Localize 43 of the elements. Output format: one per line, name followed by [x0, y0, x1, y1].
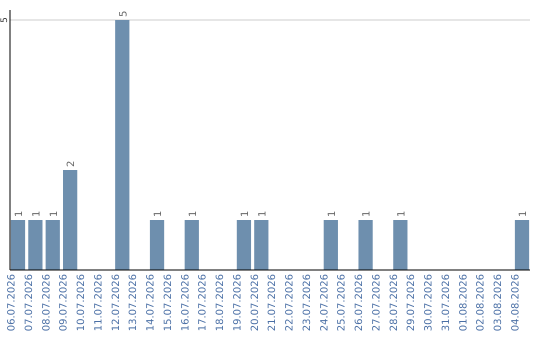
x-tick-label: 26.07.2026	[354, 274, 366, 332]
x-tick-label: 03.08.2026	[493, 274, 504, 332]
x-tick-label: 10.07.2026	[76, 274, 88, 332]
x-tick-label: 12.07.2026	[110, 274, 122, 332]
x-tick-label: 01.08.2026	[458, 274, 470, 332]
data-label: 1	[14, 210, 25, 217]
x-tick-label: 15.07.2026	[162, 274, 174, 332]
x-tick-label: 16.07.2026	[180, 274, 192, 332]
x-tick-label: 02.08.2026	[476, 274, 487, 332]
x-tick-label: 31.07.2026	[440, 274, 452, 332]
data-label: 1	[518, 210, 530, 217]
x-tick-label: 11.07.2026	[93, 274, 104, 332]
x-tick-label: 23.07.2026	[302, 274, 313, 332]
x-tick-label: 07.07.2026	[24, 274, 35, 332]
x-tick-label: 28.07.2026	[388, 274, 400, 332]
data-label: 1	[396, 210, 408, 217]
x-tick-label: 18.07.2026	[215, 274, 226, 332]
x-tick-label: 09.07.2026	[58, 274, 70, 332]
x-tick-label: 29.07.2026	[406, 274, 418, 332]
x-tick-label: 19.07.2026	[232, 274, 244, 332]
data-label: 1	[257, 210, 268, 217]
x-tick-label: 24.07.2026	[319, 274, 330, 332]
x-tick-label: 17.07.2026	[198, 274, 209, 332]
data-label: 1	[153, 210, 164, 217]
data-label: 5	[118, 10, 130, 17]
x-tick-label: 04.08.2026	[510, 274, 522, 332]
x-tick-label: 14.07.2026	[146, 274, 157, 332]
x-tick-label: 21.07.2026	[267, 274, 278, 332]
x-tick-label: 08.07.2026	[41, 274, 52, 332]
x-tick-label: 06.07.2026	[6, 274, 18, 332]
x-tick-label: 13.07.2026	[128, 274, 140, 332]
x-tick-label: 30.07.2026	[424, 274, 435, 332]
data-label: 1	[31, 210, 42, 217]
data-label: 1	[188, 210, 199, 217]
x-tick-label: 20.07.2026	[250, 274, 261, 332]
x-tick-label: 22.07.2026	[284, 274, 296, 332]
data-label: 1	[326, 210, 338, 217]
data-label: 2	[66, 160, 78, 167]
x-tick-label: 27.07.2026	[371, 274, 382, 332]
data-label: 1	[362, 210, 373, 217]
x-tick-label: 25.07.2026	[336, 274, 348, 332]
data-label: 1	[240, 210, 251, 217]
data-label: 1	[48, 210, 60, 217]
